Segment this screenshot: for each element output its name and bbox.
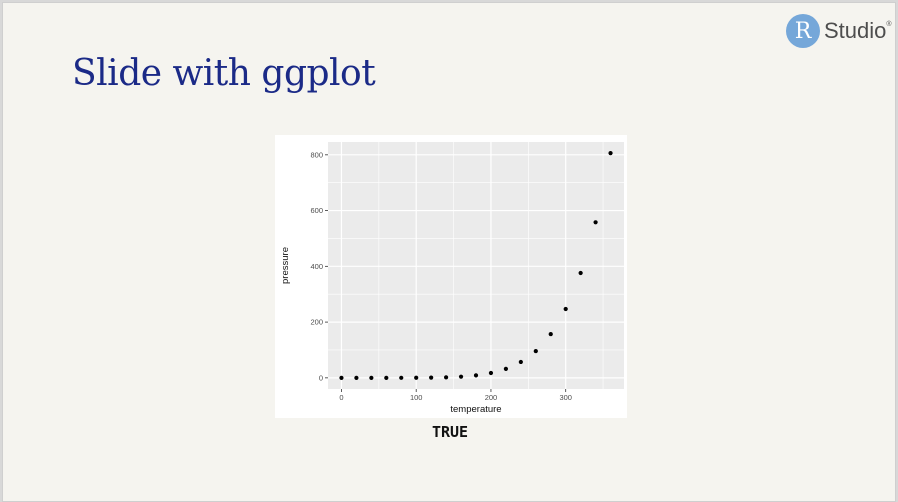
y-tick-label: 400 bbox=[310, 262, 323, 271]
data-point bbox=[458, 374, 464, 379]
data-point bbox=[339, 375, 344, 380]
data-point bbox=[444, 375, 449, 380]
data-point bbox=[369, 375, 374, 380]
data-point bbox=[563, 306, 568, 312]
y-tick-label: 0 bbox=[319, 373, 323, 382]
data-point bbox=[399, 375, 404, 380]
x-tick-label: 200 bbox=[485, 393, 498, 402]
x-tick-label: 300 bbox=[559, 393, 572, 402]
plot-panel bbox=[328, 142, 624, 389]
slide-title: Slide with ggplot bbox=[72, 53, 376, 94]
rstudio-logo-r-icon: R bbox=[786, 14, 820, 48]
data-point bbox=[518, 359, 523, 365]
registered-mark: ® bbox=[886, 21, 892, 28]
data-point bbox=[354, 375, 359, 380]
data-point bbox=[473, 373, 479, 378]
x-axis-title: temperature bbox=[450, 404, 501, 415]
data-point bbox=[608, 151, 613, 156]
data-point bbox=[384, 375, 389, 380]
x-tick-label: 100 bbox=[410, 393, 423, 402]
rstudio-logo: R Studio ® bbox=[786, 13, 892, 49]
result-text: TRUE bbox=[431, 423, 469, 441]
data-point bbox=[429, 375, 434, 380]
ggplot-figure: 0 100 200 300 0 200 400 600 800 temperature pressu… bbox=[275, 135, 627, 418]
y-tick-label: 200 bbox=[310, 318, 323, 327]
y-tick-label: 600 bbox=[310, 206, 323, 215]
data-point bbox=[414, 375, 419, 380]
scatter-plot: 0 100 200 300 0 200 400 600 800 temperature pressu… bbox=[280, 142, 624, 415]
x-tick-label: 0 bbox=[339, 393, 343, 402]
y-axis-title: pressure bbox=[280, 247, 291, 284]
data-point bbox=[503, 366, 508, 371]
data-point bbox=[593, 220, 598, 225]
data-point bbox=[578, 270, 583, 276]
data-point bbox=[548, 331, 553, 337]
data-point bbox=[488, 370, 494, 376]
rstudio-logo-word: Studio bbox=[824, 18, 887, 43]
y-tick-label: 800 bbox=[310, 150, 323, 159]
console-result: TRUE bbox=[3, 423, 898, 441]
data-point bbox=[533, 348, 538, 354]
